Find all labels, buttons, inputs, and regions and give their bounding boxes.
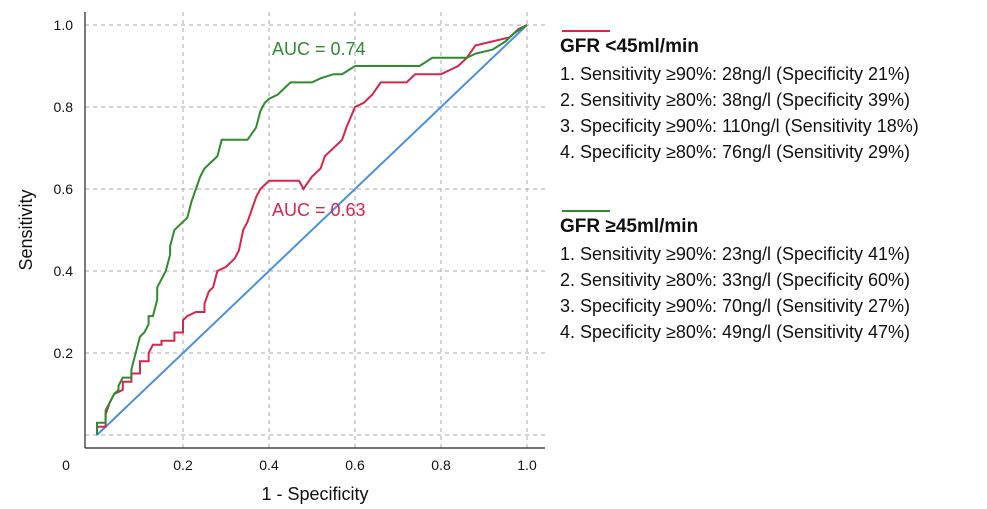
x-tick-label: 0.4 <box>259 457 279 473</box>
x-axis-label: 1 - Specificity <box>261 484 368 504</box>
axes-layer <box>84 12 545 449</box>
tick-labels: 0 0.2 0.4 0.6 0.8 1.0 0.2 0.4 0.6 0.8 1.0 <box>54 17 537 473</box>
x-tick-label: 0.2 <box>173 457 193 473</box>
roc-chart: 0 0.2 0.4 0.6 0.8 1.0 0.2 0.4 0.6 0.8 1.0 AUC = 0.… <box>16 12 545 504</box>
legend-line: 1. Sensitivity ≥90%: 28ng/l (Specificity… <box>560 64 911 84</box>
x-tick-label: 0 <box>62 457 70 473</box>
x-tick-label: 1.0 <box>517 457 537 473</box>
x-tick-label: 0.6 <box>345 457 365 473</box>
roc-curve-gfr-lt45 <box>96 24 528 435</box>
legend-line: 3. Specificity ≥90%: 110ng/l (Sensitivit… <box>560 116 919 136</box>
legend-line: 4. Specificity ≥80%: 76ng/l (Sensitivity… <box>560 142 911 162</box>
auc-label: AUC = 0.74 <box>272 39 366 59</box>
x-tick-label: 0.8 <box>431 457 451 473</box>
annotations: AUC = 0.74 AUC = 0.63 <box>272 39 366 220</box>
legend-swatch-green <box>562 210 610 212</box>
legend-line: 2. Sensitivity ≥80%: 33ng/l (Specificity… <box>560 270 911 290</box>
legend-group-green: GFR ≥45ml/min 1. Sensitivity ≥90%: 23ng/… <box>560 210 910 345</box>
legend-swatch-red <box>562 30 610 32</box>
y-tick-label: 0.6 <box>54 181 74 197</box>
y-tick-label: 0.8 <box>54 99 74 115</box>
y-axis-label: Sensitivity <box>16 189 36 270</box>
legend-group-red: GFR <45ml/min 1. Sensitivity ≥90%: 28ng/… <box>560 30 919 165</box>
series-layer <box>96 24 528 436</box>
reference-line <box>96 24 528 436</box>
roc-curve-gfr-ge45 <box>96 24 528 435</box>
legend-line: 2. Sensitivity ≥80%: 38ng/l (Specificity… <box>560 90 911 110</box>
legend-title: GFR ≥45ml/min <box>560 216 699 237</box>
legend-line: 1. Sensitivity ≥90%: 23ng/l (Specificity… <box>560 244 911 264</box>
auc-label: AUC = 0.63 <box>272 200 366 220</box>
legend-line: 4. Specificity ≥80%: 49ng/l (Sensitivity… <box>560 322 911 342</box>
y-tick-label: 0.2 <box>54 345 74 361</box>
y-tick-label: 1.0 <box>54 17 74 33</box>
legend-title: GFR <45ml/min <box>560 36 699 57</box>
grid-layer <box>85 12 545 448</box>
y-tick-label: 0.4 <box>54 263 74 279</box>
legend-line: 3. Specificity ≥90%: 70ng/l (Sensitivity… <box>560 296 911 316</box>
